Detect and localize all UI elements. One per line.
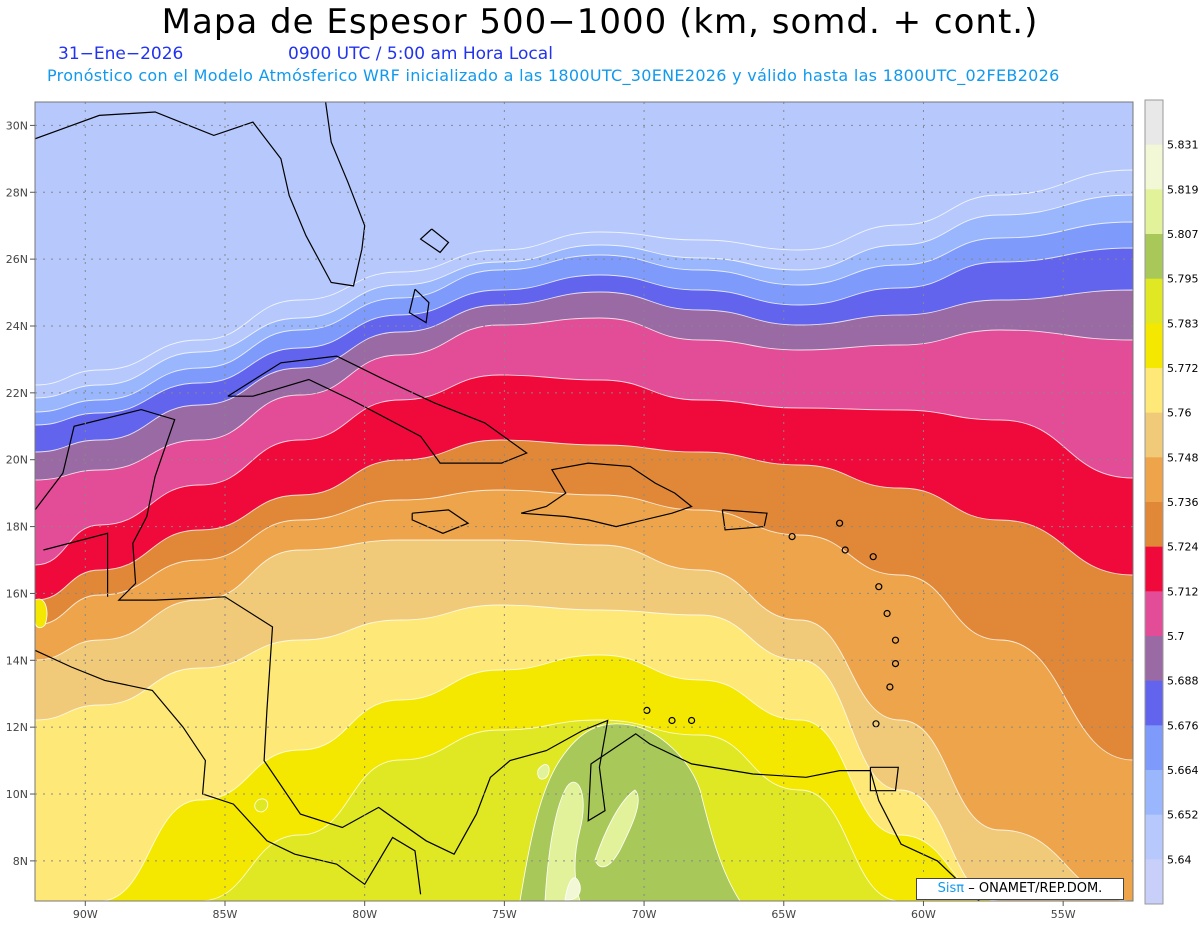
island <box>788 532 796 541</box>
colorbar-label: 5.783 <box>1167 317 1199 330</box>
lon-label: 70W <box>632 908 657 921</box>
map-plot-area <box>35 102 1133 901</box>
lon-label: 85W <box>213 908 238 921</box>
lat-label: 12N <box>6 721 28 734</box>
credit-text: – ONAMET/REP.DOM. <box>968 881 1103 896</box>
lon-label: 75W <box>492 908 517 921</box>
thickness-bands <box>35 169 1133 901</box>
island <box>835 519 844 527</box>
colorbar-swatch <box>1145 814 1163 860</box>
colorbar-swatch <box>1145 457 1163 503</box>
colorbar-swatch <box>1145 144 1163 190</box>
coastline <box>35 408 980 901</box>
lon-label: 80W <box>352 908 377 921</box>
colorbar-swatch <box>1145 100 1163 146</box>
lon-label: 90W <box>73 908 98 921</box>
island <box>841 546 849 554</box>
lon-label: 60W <box>911 908 936 921</box>
lat-label: 16N <box>6 587 28 600</box>
colorbar-swatch <box>1145 278 1163 324</box>
colorbar-swatch <box>1145 412 1163 458</box>
colorbar-label: 5.772 <box>1167 362 1199 375</box>
coastline <box>35 102 366 287</box>
colorbar-swatch <box>1145 323 1163 369</box>
island <box>668 716 676 725</box>
colorbar-label: 5.724 <box>1167 541 1199 554</box>
colorbar-swatch <box>1145 636 1163 682</box>
colorbar-swatch <box>1145 725 1163 771</box>
forecast-time: 0900 UTC / 5:00 am Hora Local <box>288 44 553 64</box>
island <box>687 716 696 725</box>
credit-brand: Sisπ <box>937 881 965 896</box>
colorbar-swatch <box>1145 546 1163 592</box>
coastline <box>35 649 422 895</box>
lat-label: 22N <box>6 387 28 400</box>
latitude-labels: 30N 28N 26N 24N 22N 20N 18N 16N 14N 12N 10N 8N <box>6 119 35 868</box>
island <box>883 609 891 618</box>
thickness-patch <box>254 798 269 813</box>
thickness-patch <box>544 781 584 901</box>
colorbar-swatch <box>1145 234 1163 280</box>
colorbar-label: 5.688 <box>1167 675 1199 688</box>
colorbar-label: 5.819 <box>1167 183 1199 196</box>
map-frame <box>34 101 1134 902</box>
colorbar-swatch <box>1145 591 1163 637</box>
coastline <box>408 288 430 324</box>
colorbar-label: 5.795 <box>1167 273 1199 286</box>
colorbar-label: 5.664 <box>1167 764 1199 777</box>
colorbar-label: 5.76 <box>1167 407 1192 420</box>
colorbar-frame <box>1144 99 1164 905</box>
longitude-labels: 90W 85W 80W 75W 70W 65W 60W 55W <box>73 901 1076 921</box>
lat-label: 24N <box>6 320 28 333</box>
thickness-patch <box>564 877 581 901</box>
island <box>869 553 877 561</box>
colorbar-label: 5.7 <box>1167 630 1185 643</box>
colorbar-label: 5.64 <box>1167 853 1192 866</box>
colorbar-swatch <box>1145 680 1163 726</box>
forecast-date: 31−Ene−2026 <box>58 44 184 64</box>
colorbar-swatch <box>1145 502 1163 548</box>
forecast-subtitle: Pronóstico con el Modelo Atmósferico WRF… <box>47 66 1060 85</box>
lat-label: 28N <box>6 186 28 199</box>
colorbar-label: 5.676 <box>1167 719 1199 732</box>
colorbar-swatch <box>1145 189 1163 235</box>
island <box>891 636 900 644</box>
lat-label: 20N <box>6 454 28 467</box>
colorbar: 5.831 5.819 5.807 5.795 5.783 5.772 5.76 5.748 5… <box>1144 99 1199 905</box>
colorbar-label: 5.712 <box>1167 585 1199 598</box>
coastlines <box>35 102 980 901</box>
island <box>891 659 900 668</box>
lon-label: 55W <box>1051 908 1076 921</box>
coastline <box>520 462 693 528</box>
colorbar-label: 5.652 <box>1167 809 1199 822</box>
colorbar-swatch <box>1145 770 1163 816</box>
graticule <box>35 102 1133 901</box>
lat-label: 26N <box>6 253 28 266</box>
thickness-patch <box>594 789 639 868</box>
lat-label: 30N <box>6 119 28 132</box>
coastline <box>43 532 109 597</box>
map-title: Mapa de Espesor 500−1000 (km, somd. + co… <box>161 2 1039 42</box>
island <box>875 583 883 591</box>
colorbar-swatch <box>1145 859 1163 905</box>
coastline <box>419 228 450 254</box>
lat-label: 10N <box>6 788 28 801</box>
colorbar-swatch <box>1145 368 1163 414</box>
colorbar-label: 5.807 <box>1167 228 1199 241</box>
colorbar-label: 5.748 <box>1167 451 1199 464</box>
coastline <box>411 509 470 534</box>
island <box>886 683 894 691</box>
lat-label: 18N <box>6 521 28 534</box>
credit-box: Sisπ – ONAMET/REP.DOM. <box>916 878 1124 900</box>
lon-label: 65W <box>771 908 796 921</box>
colorbar-label: 5.736 <box>1167 496 1199 509</box>
thickness-patch <box>537 764 550 780</box>
coastline <box>227 355 528 464</box>
lat-label: 8N <box>13 855 28 868</box>
coastline <box>869 766 899 792</box>
colorbar-label: 5.831 <box>1167 139 1199 152</box>
lat-label: 14N <box>6 654 28 667</box>
thickness-patch <box>35 598 48 629</box>
